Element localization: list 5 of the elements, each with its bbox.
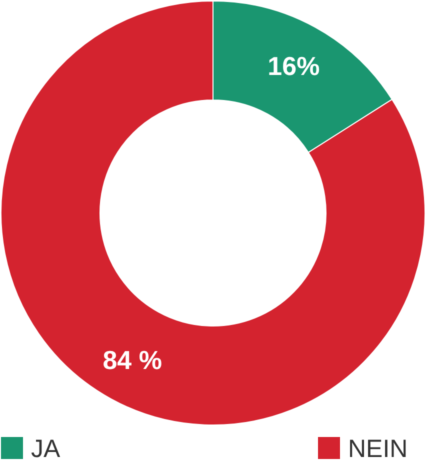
data-label: 16%	[268, 51, 320, 82]
donut-slice	[0, 0, 426, 426]
data-label: 84 %	[102, 344, 162, 375]
legend-label: NEIN	[348, 435, 408, 462]
legend-label: JA	[31, 435, 60, 462]
